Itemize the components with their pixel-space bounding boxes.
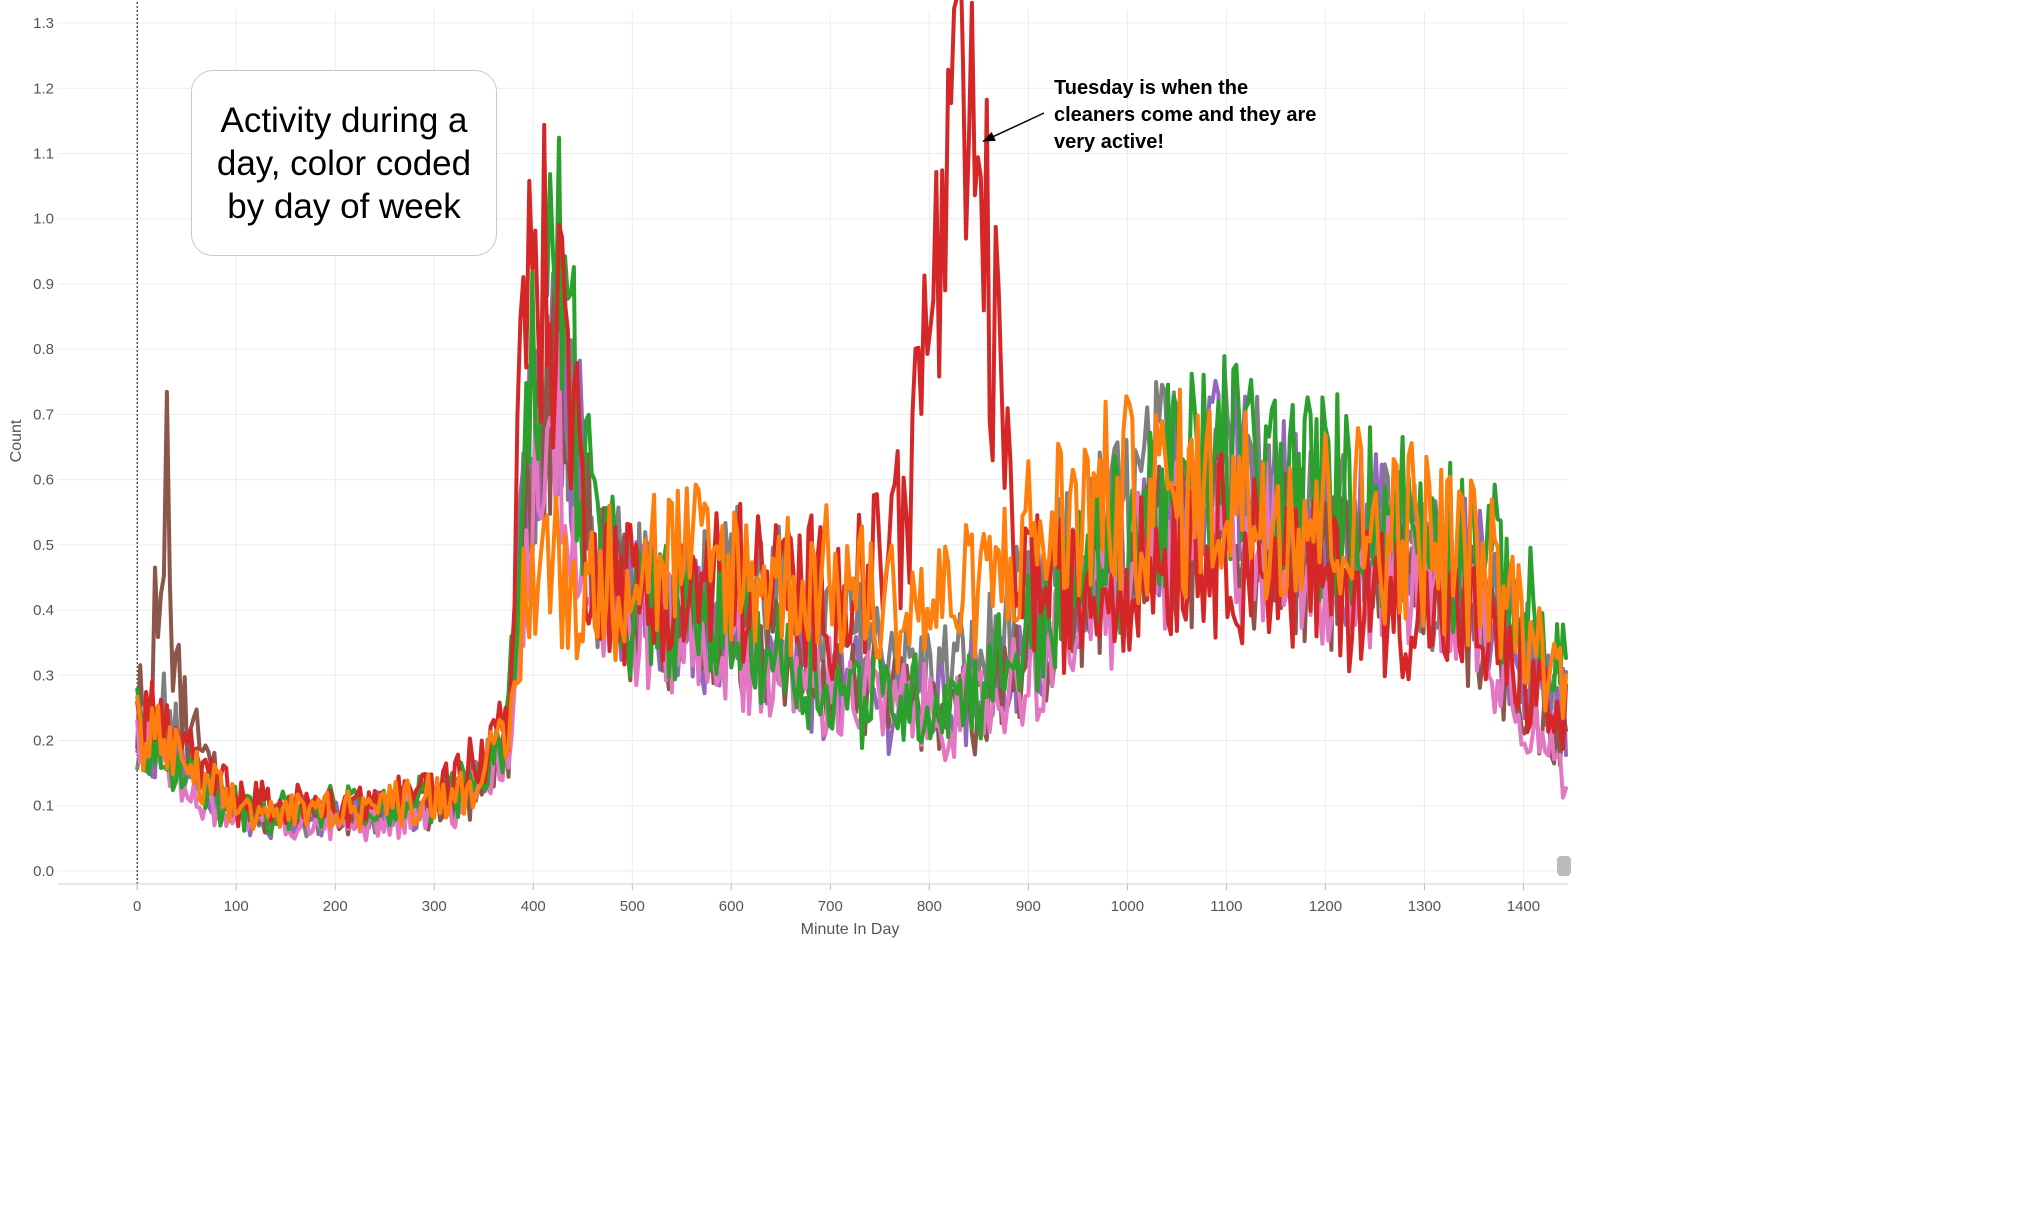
tuesday-annotation: Tuesday is when the cleaners come and th…	[1054, 77, 1317, 153]
y-axis-title: Count	[8, 419, 25, 462]
callout-text: Activity during a day, color coded by da…	[216, 100, 472, 226]
y-tick-label: 1.3	[33, 15, 54, 32]
y-tick-label: 0.7	[33, 406, 54, 423]
annotation-arrow	[982, 112, 1045, 143]
y-tick-label: 0.3	[33, 667, 54, 684]
y-tick-label: 0.8	[33, 341, 54, 358]
x-tick-label: 800	[917, 898, 942, 915]
y-axis-ticks: 0.0 0.1 0.2 0.3 0.4 0.5 0.6 0.7 0.8 0.9 1.0 1.1 1.2 1…	[33, 15, 54, 880]
x-tick-label: 400	[521, 898, 546, 915]
series-line-5	[135, 0, 1568, 829]
x-tick-label: 1400	[1507, 898, 1540, 915]
series-line-6	[135, 387, 1568, 831]
y-tick-label: 0.0	[33, 863, 54, 880]
y-tick-label: 1.2	[33, 80, 54, 97]
y-tick-label: 1.1	[33, 145, 54, 162]
annotation-arrow-head	[982, 131, 996, 142]
series-line-4	[135, 135, 1568, 837]
x-tick-label: 1100	[1210, 898, 1242, 915]
x-tick-label: 900	[1016, 898, 1041, 915]
y-tick-label: 0.4	[33, 602, 54, 619]
y-tick-label: 1.0	[33, 211, 54, 228]
scroll-handle[interactable]	[1557, 856, 1571, 876]
x-axis-ticks: 0 100 200 300 400 500 600 700 800 900 1000 1100 1200…	[133, 884, 1540, 915]
y-tick-label: 0.1	[33, 798, 54, 815]
y-tick-label: 0.6	[33, 472, 54, 489]
x-tick-label: 600	[719, 898, 744, 915]
x-tick-label: 1200	[1309, 898, 1342, 915]
y-tick-label: 0.9	[33, 276, 54, 293]
series-lines	[135, 0, 1568, 843]
x-tick-label: 200	[323, 898, 348, 915]
x-tick-label: 0	[133, 898, 141, 915]
x-axis-title: Minute In Day	[801, 921, 900, 938]
x-tick-label: 500	[620, 898, 645, 915]
x-tick-label: 1000	[1111, 898, 1144, 915]
y-tick-label: 0.2	[33, 733, 54, 750]
y-tick-label: 0.5	[33, 537, 54, 554]
chart-callout-box: Activity during a day, color coded by da…	[191, 70, 497, 256]
x-tick-label: 700	[818, 898, 843, 915]
x-tick-label: 100	[224, 898, 249, 915]
x-tick-label: 300	[422, 898, 447, 915]
x-tick-label: 1300	[1408, 898, 1441, 915]
